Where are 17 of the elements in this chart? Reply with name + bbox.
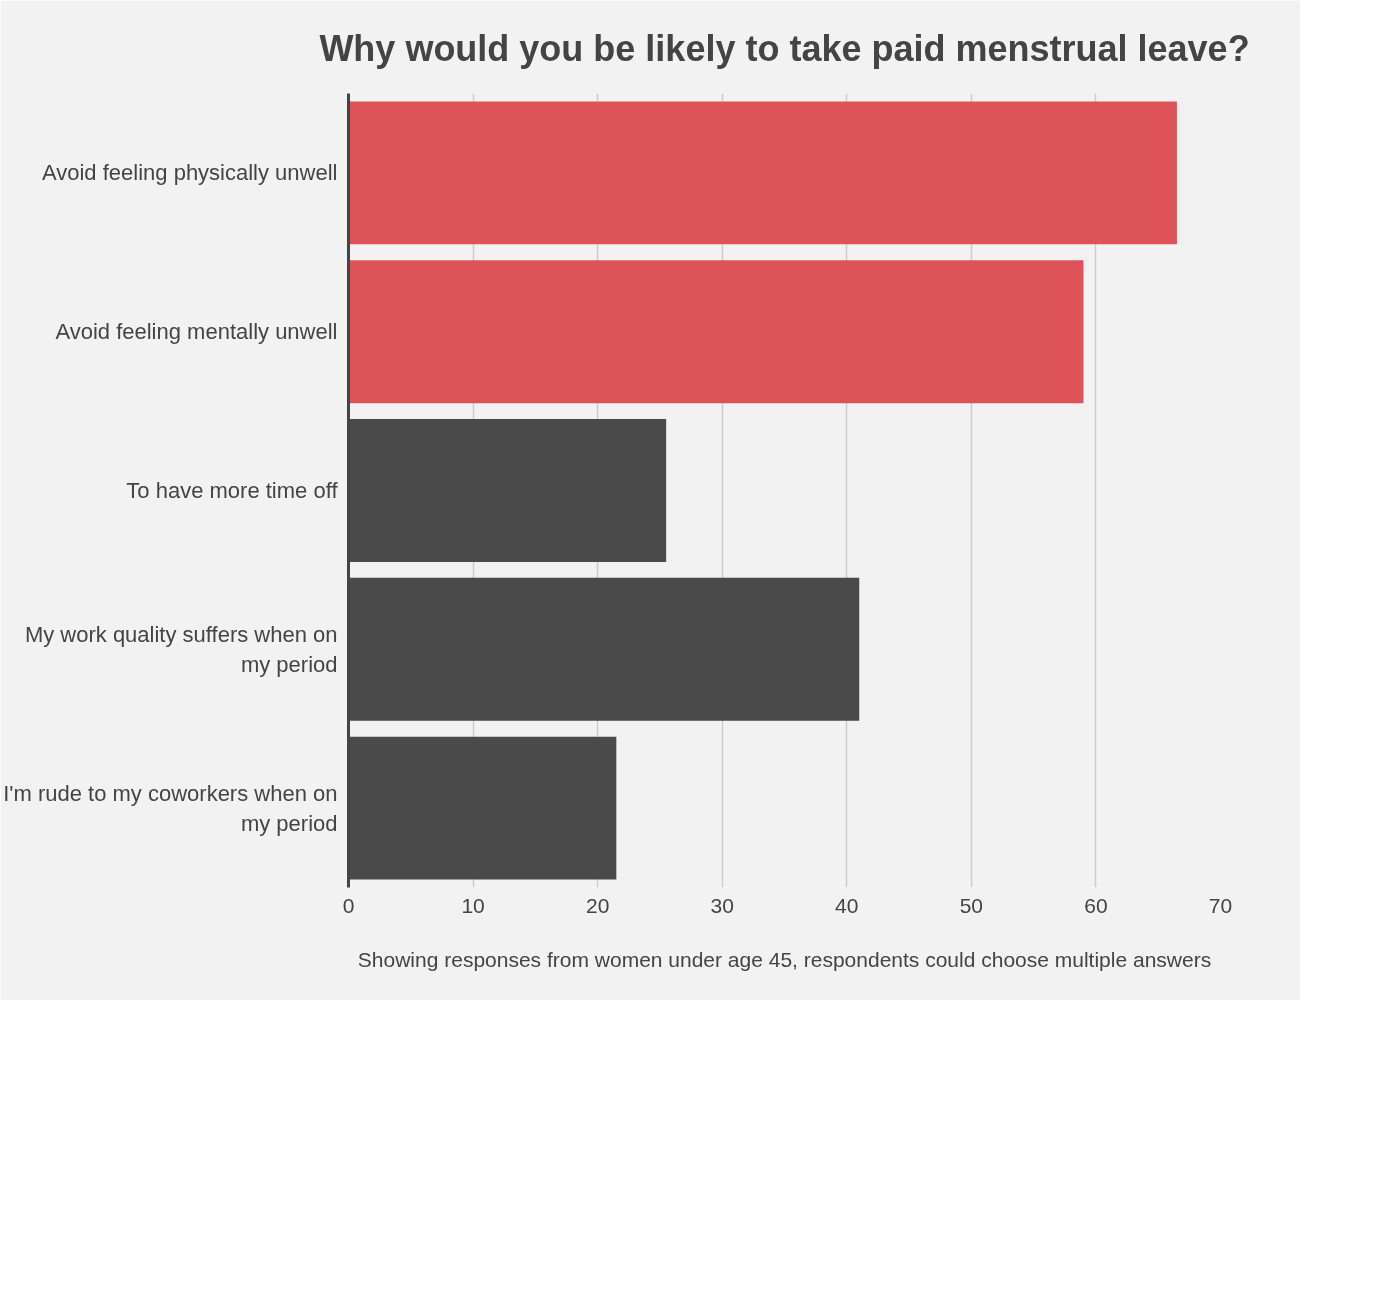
x-tick-label: 30 bbox=[710, 893, 734, 917]
y-tick-label: I'm rude to my coworkers when on my period bbox=[3, 780, 338, 836]
bar bbox=[348, 101, 1177, 245]
x-tick-label: 0 bbox=[342, 893, 355, 917]
text: Showing responses from women under age 45, respondents could choose multiple answers bbox=[357, 947, 1212, 971]
x-tick-label: 10 bbox=[461, 893, 485, 917]
y-tick-label: Avoid feeling mentally unwell bbox=[55, 319, 338, 345]
x-tick-label: 70 bbox=[1208, 893, 1233, 917]
y-tick-label: To have more time off bbox=[126, 478, 339, 503]
x-tick-label: 50 bbox=[959, 893, 984, 917]
y-tick-label: My work quality suffers when on my period bbox=[24, 621, 338, 677]
x-tick-label: 20 bbox=[585, 893, 610, 917]
y-tick-label: Avoid feeling physically unwell bbox=[41, 160, 338, 186]
bar bbox=[348, 260, 1084, 404]
x-tick-label: 60 bbox=[1084, 893, 1108, 917]
x-tick-label: 40 bbox=[835, 893, 859, 917]
chart-title: Why would you be likely to take paid menstrual leave? bbox=[319, 27, 1250, 69]
